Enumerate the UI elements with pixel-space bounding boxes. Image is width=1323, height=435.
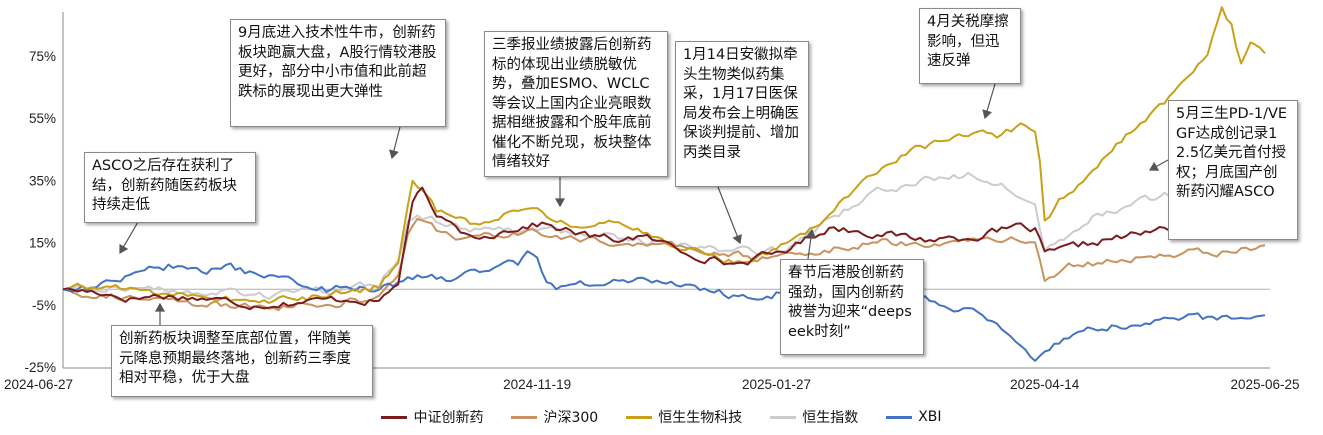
x-tick-labels: 2024-06-27 2024-11-19 2025-01-27 2025-04-14…: [4, 377, 1300, 392]
y-tick-label: 55%: [29, 111, 56, 126]
legend-swatch: [770, 415, 797, 419]
annotation-arrowhead: [732, 234, 742, 245]
annotation-arrow: [717, 186, 741, 244]
annotation-sept-bull: 9月底进入技术性牛市，创新药板块跑赢大盘，A股行情较港股更好，部分中小市值和此前…: [230, 19, 446, 127]
annotation-arrowhead: [554, 198, 566, 208]
annotation-post-spring-festival: 春节后港股创新药强劲，国内创新药被誉为迎来“deepseek时刻”: [780, 259, 924, 355]
legend-label: 恒生指数: [802, 410, 859, 426]
y-tick-label: -5%: [32, 298, 56, 313]
series-line: [63, 217, 1266, 312]
annotation-arrowhead: [119, 243, 129, 255]
annotation-arrowhead: [154, 302, 166, 312]
x-tick-label: 2025-04-14: [1010, 377, 1080, 392]
series-line: [62, 250, 1266, 362]
annotation-arrowhead: [805, 228, 816, 239]
annotation-q3-results: 三季报业绩披露后创新药标的体现出业绩脱敏优势，叠加ESMO、WCLC等会议上国内…: [484, 31, 668, 177]
legend-label: 恒生生物科技: [658, 410, 743, 426]
annotation-asco-profit-taking: ASCO之后存在获利了结，创新药随医药板块持续走低: [84, 152, 256, 223]
legend-swatch: [511, 415, 538, 419]
x-tick-label: 2025-06-25: [1230, 377, 1299, 392]
annotation-arrows: [119, 83, 1169, 325]
x-tick-label: 2025-01-27: [742, 377, 811, 392]
legend-swatch: [626, 415, 653, 419]
y-tick-label: -25%: [24, 360, 56, 375]
legend-item: XBI: [886, 407, 942, 427]
annotation-arrowhead: [389, 149, 399, 160]
legend-swatch: [886, 415, 913, 419]
legend-item: 恒生指数: [770, 407, 858, 427]
annotation-arrowhead: [1148, 161, 1160, 171]
legend-swatch: [381, 415, 408, 419]
x-tick-label: 2024-06-27: [4, 377, 73, 392]
annotation-arrowhead: [982, 109, 992, 120]
y-tick-labels: 75% 55% 35% 15% -5% -25%: [24, 49, 56, 375]
y-tick-label: 75%: [29, 49, 56, 64]
legend-label: 沪深300: [543, 410, 599, 426]
series-lines: [62, 6, 1266, 362]
annotation-april-tariff: 4月关税摩擦影响，但迅速反弹: [919, 8, 1021, 84]
legend-item: 恒生生物科技: [626, 407, 742, 427]
legend-item: 沪深300: [511, 407, 598, 427]
chart-legend: 中证创新药 沪深300 恒生生物科技 恒生指数 XBI: [0, 407, 1323, 427]
legend-item: 中证创新药: [381, 407, 483, 427]
annotation-bottom-adjustment: 创新药板块调整至底部位置，伴随美元降息预期最终落地，创新药三季度相对平稳，优于大…: [111, 325, 373, 397]
annotation-jan-policy: 1月14日安徽拟牵头生物类似药集采，1月17日医保局发布会上明确医保谈判提前、增…: [675, 41, 809, 187]
x-tick-label: 2024-11-19: [503, 377, 571, 392]
y-tick-label: 35%: [29, 173, 56, 188]
legend-label: XBI: [918, 409, 942, 425]
annotation-may-sansheng: 5月三生PD-1/VEGF达成创记录12.5亿美元首付授权；月底国产创新药闪耀A…: [1168, 100, 1298, 240]
legend-label: 中证创新药: [413, 410, 484, 426]
y-tick-label: 15%: [29, 236, 56, 251]
series-line: [62, 186, 1266, 311]
